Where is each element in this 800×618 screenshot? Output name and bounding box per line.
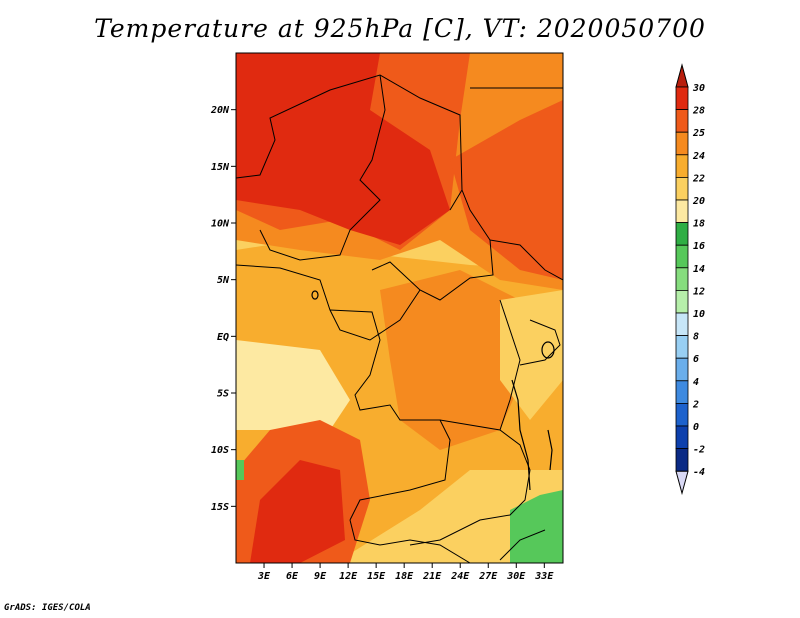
colorbar-label: -2 <box>693 445 705 456</box>
country-borders <box>236 74 563 563</box>
colorbar-label: 4 <box>693 377 699 388</box>
x-tick-label: 21E <box>422 571 442 582</box>
colorbar-label: 22 <box>692 173 705 184</box>
x-tick-label: 30E <box>506 571 526 582</box>
colorbar-swatch <box>675 244 689 269</box>
field-zone-congo <box>380 270 530 450</box>
colorbar-label: 14 <box>693 264 705 275</box>
x-tick-label: 33E <box>534 571 554 582</box>
colorbar-swatch <box>675 335 689 359</box>
colorbar-label: 30 <box>692 83 705 94</box>
colorbar-label: 25 <box>692 128 705 139</box>
y-tick-label: 10S <box>211 445 229 456</box>
colorbar-label: 2 <box>692 399 699 410</box>
footer-credit: GrADS: IGES/COLA <box>4 603 91 613</box>
x-tick-label: 18E <box>395 571 414 582</box>
colorbar-label: -4 <box>693 467 705 478</box>
x-tick-label: 15E <box>367 571 386 582</box>
lake-tanganyika <box>511 379 531 491</box>
colorbar-label: 28 <box>692 106 705 117</box>
x-tick-label: 3E <box>257 571 271 582</box>
colorbar-swatch <box>675 109 689 133</box>
map-frame <box>235 52 564 564</box>
colorbar-label: 10 <box>693 309 705 320</box>
colorbar-swatch <box>675 289 689 314</box>
x-tick-label: 24E <box>450 571 470 582</box>
x-tick-label: 12E <box>339 571 358 582</box>
y-tick-label: 5N <box>217 275 230 286</box>
y-tick-label: EQ <box>217 332 229 343</box>
y-tick-label: 15S <box>211 502 229 513</box>
colorbar-top-arrow <box>675 63 689 88</box>
colorbar-swatch <box>675 402 689 427</box>
colorbar-label: 8 <box>693 332 699 343</box>
colorbar-swatch <box>675 312 689 337</box>
colorbar-swatch <box>675 380 689 404</box>
colorbar-label: 24 <box>692 151 705 162</box>
colorbar-label: 20 <box>692 196 705 207</box>
field-zone-east <box>450 100 563 280</box>
lakes <box>311 290 555 491</box>
temperature-field <box>236 53 563 563</box>
colorbar-swatch <box>675 154 689 178</box>
field-zone-eastafrica <box>500 290 563 420</box>
y-tick-label: 20N <box>210 105 230 116</box>
x-tick-label: 27E <box>478 571 498 582</box>
x-axis: 3E 6E 9E 12E 15E 18E 21E 24E 27E 30E 33E <box>257 563 554 582</box>
colorbar-label: 12 <box>693 286 705 297</box>
colorbar-swatch <box>675 448 689 472</box>
colorbar-swatch <box>675 425 689 450</box>
colorbar-swatch <box>675 222 689 246</box>
x-tick-label: 6E <box>286 571 299 582</box>
colorbar-swatch <box>675 357 689 382</box>
field-zone-southwest-core <box>250 460 345 563</box>
colorbar-swatch <box>675 176 689 201</box>
colorbar-swatch <box>675 199 689 224</box>
field-zone-hot-core <box>236 53 450 245</box>
lake-malawi <box>547 429 553 471</box>
field-zone-highlands <box>510 490 563 563</box>
colorbar-label: 16 <box>693 241 705 252</box>
colorbar-bottom-arrow <box>675 470 689 496</box>
colorbar-label: 0 <box>693 422 699 433</box>
colorbar-label: 6 <box>693 354 699 365</box>
colorbar-label: 18 <box>693 219 705 230</box>
y-tick-label: 15N <box>211 162 230 173</box>
colorbar-swatch <box>675 86 689 111</box>
y-axis: 20N 15N 10N 5N EQ 5S 10S 15S <box>210 105 236 513</box>
y-tick-label: 10N <box>211 219 230 230</box>
x-tick-label: 9E <box>314 571 327 582</box>
lake-victoria <box>541 341 555 359</box>
y-tick-label: 5S <box>217 389 229 400</box>
field-zone-coast-green <box>236 460 244 480</box>
field-zone-20-22 <box>236 340 350 430</box>
map-title: Temperature at 925hPa [C], VT: 202005070… <box>94 14 706 43</box>
colorbar-swatch <box>675 131 689 156</box>
colorbar-swatch <box>675 267 689 291</box>
lake-volta <box>311 290 319 300</box>
